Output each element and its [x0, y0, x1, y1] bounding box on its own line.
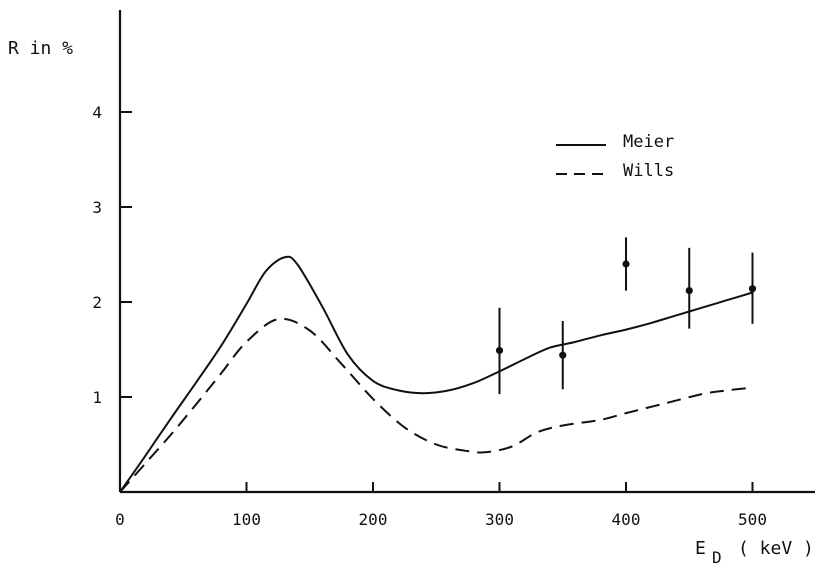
legend-label-wills: Wills: [623, 161, 674, 181]
x-tick-label: 0: [115, 510, 125, 529]
data-point: [622, 260, 630, 268]
data-point: [495, 346, 504, 355]
y-axis-ticks: 1 2 3 4: [92, 103, 132, 407]
series-line-wills: [119, 317, 753, 493]
y-tick-label: 4: [92, 103, 102, 122]
x-tick-label: 200: [359, 510, 388, 529]
y-tick-label: 2: [92, 293, 102, 312]
x-axis-ticks: 0 100 200 300 400 500: [115, 482, 767, 529]
y-tick-label: 1: [92, 388, 102, 407]
data-point: [685, 287, 693, 295]
legend: Meier Wills: [556, 132, 674, 181]
x-tick-label: 400: [612, 510, 641, 529]
data-point: [748, 285, 757, 293]
data-points: [495, 237, 757, 395]
curves: [119, 255, 753, 493]
legend-label-meier: Meier: [623, 132, 674, 152]
series-line-meier: [119, 255, 753, 493]
x-tick-label: 500: [738, 510, 767, 529]
x-tick-label: 100: [232, 510, 261, 529]
x-axis-label: E D ( keV ): [695, 538, 814, 567]
x-axis-label-unit: ( keV ): [738, 538, 814, 559]
data-point: [559, 351, 567, 359]
x-axis-label-subscript: D: [712, 548, 722, 567]
y-tick-label: 3: [92, 198, 102, 217]
x-tick-label: 300: [485, 510, 514, 529]
y-axis-label: R in %: [8, 38, 73, 59]
x-axis-label-main: E: [695, 538, 706, 559]
